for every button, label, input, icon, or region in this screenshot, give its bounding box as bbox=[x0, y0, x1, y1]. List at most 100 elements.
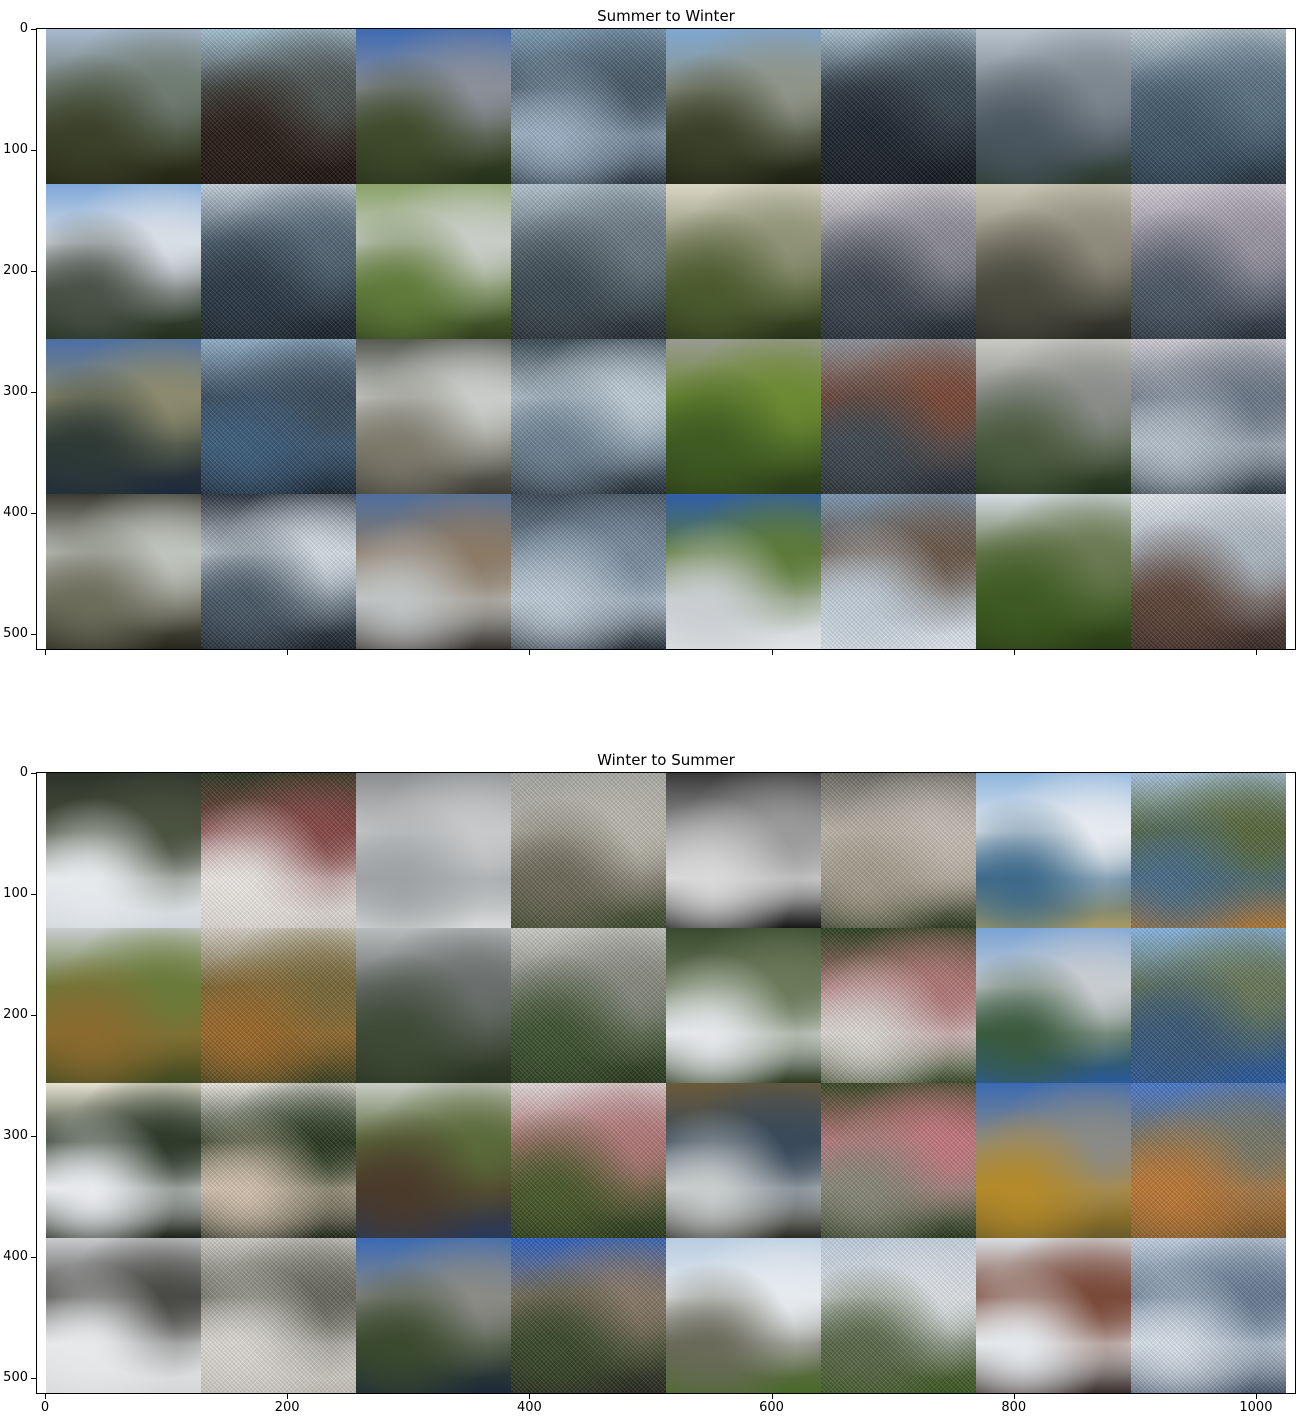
input-image-river-valley bbox=[46, 339, 201, 494]
generated-image-waterfall-frost bbox=[511, 29, 666, 184]
input-image-creek-rocks bbox=[46, 494, 201, 649]
x-tick-label: 800 bbox=[1001, 1400, 1027, 1415]
y-tick-mark bbox=[31, 1136, 36, 1138]
y-tick-mark bbox=[31, 1015, 36, 1017]
input-image-rocky-cascade bbox=[356, 339, 511, 494]
input-image-snowy-picnic bbox=[46, 1238, 201, 1393]
image-axes bbox=[36, 28, 1296, 650]
generated-image-foggy-frost bbox=[1131, 339, 1286, 494]
input-image-snow-forest bbox=[976, 1238, 1131, 1393]
y-tick-mark bbox=[31, 773, 36, 774]
figure-winter-to-summer: Winter to Summer 0 100 200 300 400 500 0 200 40… bbox=[0, 744, 1310, 1422]
generated-image-alpine-lake-gen bbox=[1131, 928, 1286, 1083]
generated-image-dome-frost bbox=[821, 29, 976, 184]
x-tick-label: 400 bbox=[516, 1400, 542, 1415]
x-tick-mark bbox=[287, 1394, 289, 1399]
y-tick-mark bbox=[31, 29, 36, 30]
y-tick-label: 100 bbox=[3, 886, 28, 902]
generated-image-cloudy-frost bbox=[821, 184, 976, 339]
generated-image-rainbow-frost bbox=[511, 494, 666, 649]
y-tick-label: 200 bbox=[3, 263, 28, 279]
generated-image-picnic-gen bbox=[201, 1238, 356, 1393]
input-image-creek-stones bbox=[666, 1083, 821, 1238]
generated-image-mountains-gen bbox=[821, 1238, 976, 1393]
x-tick-mark bbox=[1013, 1394, 1015, 1399]
x-tick-mark bbox=[1255, 1394, 1257, 1399]
input-image-cloudy-valley bbox=[666, 184, 821, 339]
input-image-sequoia-hiker bbox=[356, 1083, 511, 1238]
generated-image-river-frost bbox=[201, 339, 356, 494]
generated-image-lone-tree-frost bbox=[821, 494, 976, 649]
generated-image-lake-summer bbox=[1131, 773, 1286, 928]
generated-image-peak-shrubs-gen bbox=[1131, 1083, 1286, 1238]
x-tick-mark bbox=[771, 650, 773, 655]
figure-summer-to-winter: Summer to Winter 0 100 200 300 400 500 bbox=[0, 0, 1310, 700]
input-image-misty-trees bbox=[976, 184, 1131, 339]
generated-image-sequoia-gen bbox=[511, 1083, 666, 1238]
generated-image-creek-frost bbox=[201, 494, 356, 649]
y-tick-mark bbox=[31, 150, 36, 152]
y-tick-mark bbox=[31, 271, 36, 273]
y-tick-label: 100 bbox=[3, 142, 28, 158]
input-image-grey-valley bbox=[356, 928, 511, 1083]
y-tick-mark bbox=[31, 1257, 36, 1259]
x-tick-mark bbox=[45, 1394, 46, 1399]
generated-image-river-cliff-gen bbox=[201, 1083, 356, 1238]
input-image-lone-tree bbox=[666, 494, 821, 649]
chart-title: Winter to Summer bbox=[597, 751, 735, 769]
generated-image-hills-frost bbox=[1131, 494, 1286, 649]
input-image-snowy-lake bbox=[976, 773, 1131, 928]
x-tick-mark bbox=[287, 650, 289, 655]
generated-image-bw-waterfall-green bbox=[821, 773, 976, 928]
y-tick-label: 400 bbox=[3, 505, 28, 521]
image-grid bbox=[46, 29, 1286, 649]
x-tick-label: 600 bbox=[759, 1400, 784, 1415]
y-tick-mark bbox=[31, 634, 36, 636]
x-axis: 0 200 400 600 800 1000 bbox=[36, 1394, 1296, 1424]
input-image-snow-river-cliff bbox=[46, 1083, 201, 1238]
y-tick-mark bbox=[31, 1378, 36, 1380]
x-tick-mark bbox=[1255, 650, 1257, 655]
generated-image-snow-path-green bbox=[201, 773, 356, 928]
x-tick-mark bbox=[529, 650, 531, 655]
input-image-frosted-tree bbox=[356, 773, 511, 928]
input-image-yosemite-falls bbox=[46, 184, 201, 339]
input-image-forest-valley bbox=[46, 29, 201, 184]
input-image-snow-path bbox=[46, 773, 201, 928]
input-image-green-falls bbox=[356, 184, 511, 339]
y-axis: 0 100 200 300 400 500 bbox=[0, 766, 36, 1394]
input-image-foggy-peaks bbox=[976, 339, 1131, 494]
input-image-cliff-face bbox=[976, 29, 1131, 184]
x-tick-label: 0 bbox=[40, 1400, 50, 1415]
generated-image-creek-stones-gen bbox=[821, 1083, 976, 1238]
input-image-granite-dome bbox=[666, 29, 821, 184]
y-tick-label: 300 bbox=[3, 1128, 28, 1144]
generated-image-el-cap-river-gen bbox=[511, 1238, 666, 1393]
generated-image-misty-frost bbox=[1131, 184, 1286, 339]
y-tick-label: 200 bbox=[3, 1007, 28, 1023]
input-image-dome-autumn bbox=[46, 928, 201, 1083]
x-tick-mark bbox=[45, 650, 46, 655]
y-tick-label: 400 bbox=[3, 1249, 28, 1265]
generated-image-cliff-frost bbox=[1131, 29, 1286, 184]
generated-image-meadow-gen bbox=[821, 928, 976, 1083]
input-image-rainbow-falls bbox=[356, 494, 511, 649]
y-tick-label: 500 bbox=[3, 626, 28, 642]
y-tick-label: 300 bbox=[3, 384, 28, 400]
input-image-distant-mountains bbox=[666, 1238, 821, 1393]
generated-image-tree-thaw bbox=[511, 773, 666, 928]
x-tick-mark bbox=[771, 1394, 773, 1399]
input-image-snow-meadow bbox=[666, 928, 821, 1083]
x-tick-label: 200 bbox=[274, 1400, 300, 1415]
y-tick-mark bbox=[31, 392, 36, 394]
input-image-el-capitan bbox=[356, 29, 511, 184]
chart-title: Summer to Winter bbox=[597, 7, 735, 25]
generated-image-falls-frost bbox=[201, 184, 356, 339]
generated-image-pine-frost bbox=[821, 339, 976, 494]
input-image-alpine-lake bbox=[976, 928, 1131, 1083]
input-image-bw-waterfall bbox=[666, 773, 821, 928]
y-tick-mark bbox=[31, 894, 36, 896]
x-tick-mark bbox=[529, 1394, 531, 1399]
generated-image-dark-forest-snow bbox=[201, 29, 356, 184]
y-axis: 0 100 200 300 400 500 bbox=[0, 22, 36, 650]
